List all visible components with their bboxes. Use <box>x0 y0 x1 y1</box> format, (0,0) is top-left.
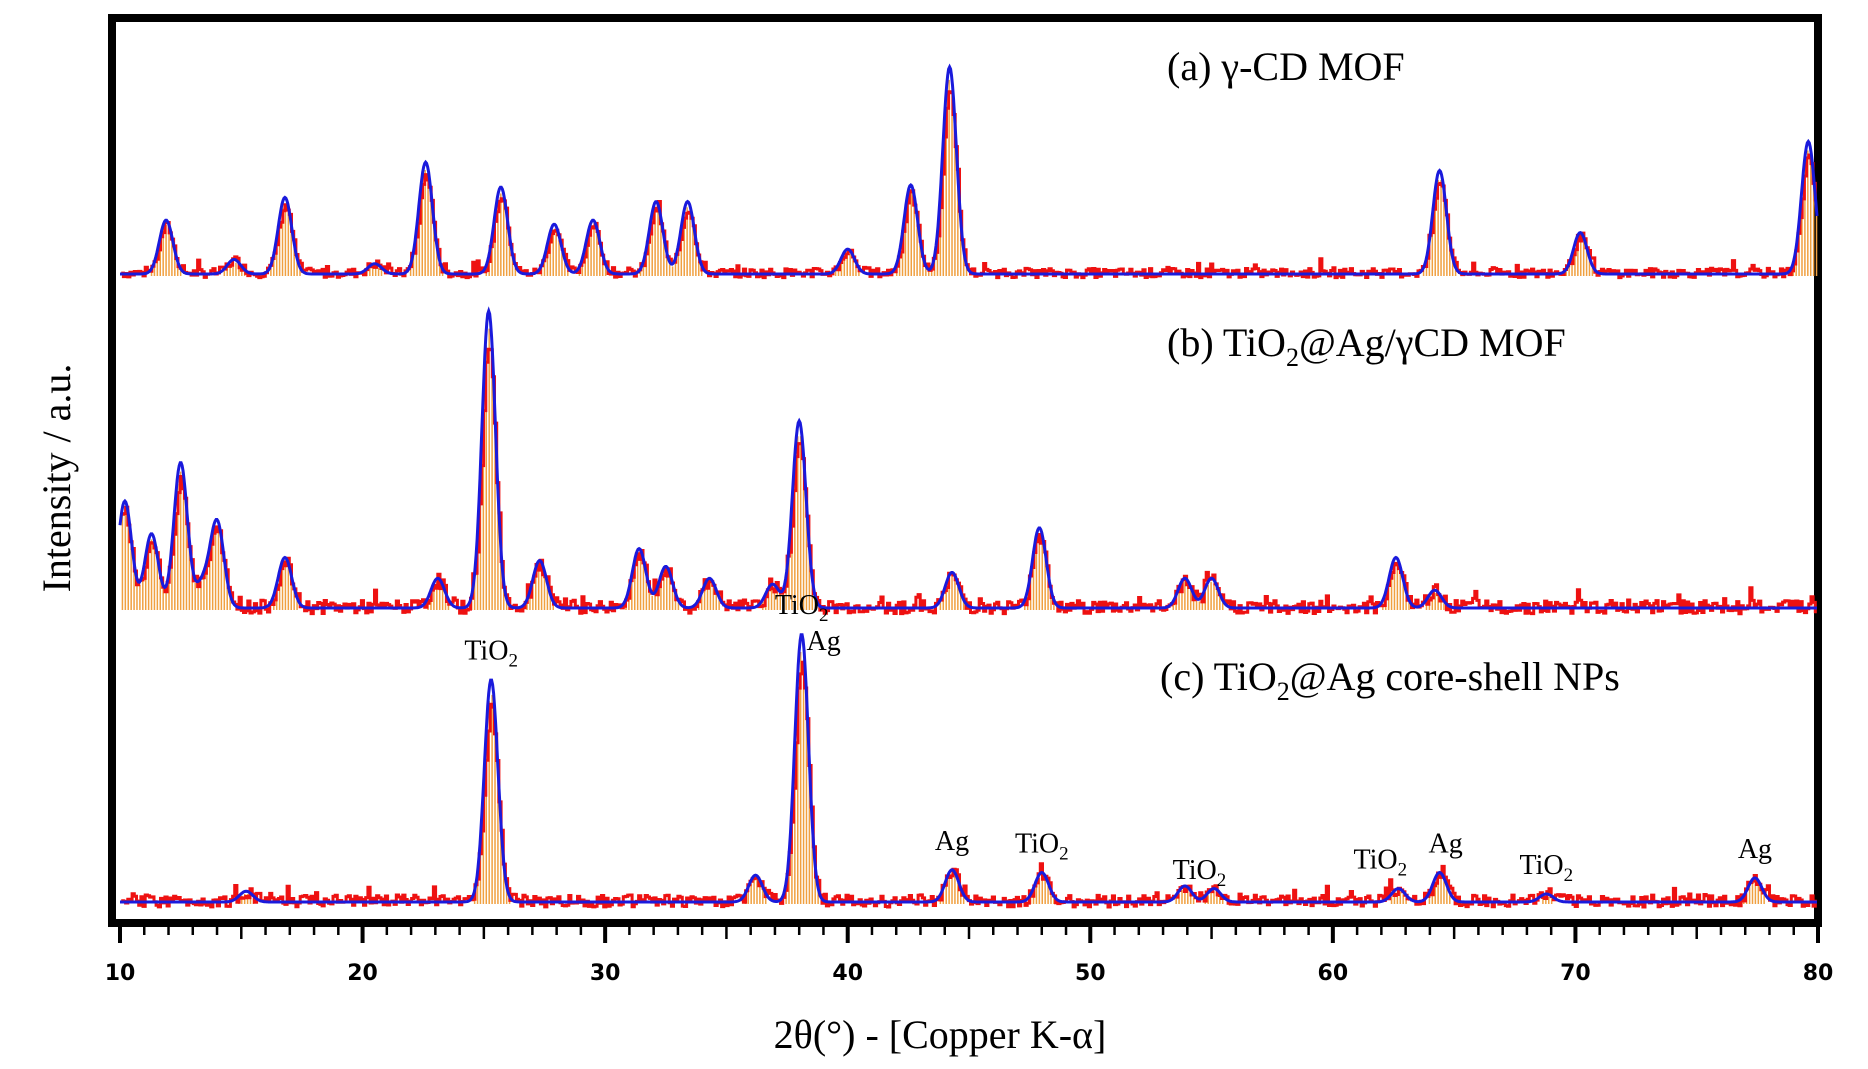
peak-label: Ag <box>807 626 841 657</box>
peak-label: TiO2 <box>1015 829 1069 865</box>
x-tick-label: 10 <box>105 961 136 986</box>
fit-series <box>120 63 1819 276</box>
panel-2: (b) TiO2@Ag/γCD MOF <box>118 306 1817 616</box>
panel-title: (a) γ-CD MOF <box>1167 44 1405 89</box>
peak-label: TiO2 <box>775 590 829 626</box>
plot-frame <box>108 14 1822 927</box>
stick-series <box>150 79 1818 276</box>
x-axis-label: 2θ(°) - [Copper K-α] <box>774 1012 1107 1057</box>
peak-label: TiO2 <box>1354 845 1408 881</box>
x-tick-label: 20 <box>347 961 378 986</box>
peak-label: Ag <box>1428 829 1462 860</box>
panel-title: (b) TiO2@Ag/γCD MOF <box>1167 320 1566 372</box>
measured-series <box>121 347 1817 616</box>
x-tick-label: 30 <box>590 961 621 986</box>
measured-series <box>121 90 1817 280</box>
peak-label: TiO2 <box>1520 850 1574 886</box>
panels-layer: (a) γ-CD MOF (b) TiO2@Ag/γCD MOF (c) TiO2@… <box>118 44 1819 909</box>
x-tick-label: 80 <box>1803 961 1834 986</box>
x-tick-label: 60 <box>1318 961 1349 986</box>
x-tick-label: 50 <box>1075 961 1106 986</box>
peak-label: TiO2 <box>1173 855 1227 891</box>
x-axis: 10 20 30 40 50 60 70 80 <box>105 927 1834 986</box>
panel-1: (a) γ-CD MOF <box>120 44 1819 280</box>
y-axis-label: Intensity / a.u. <box>34 364 79 593</box>
panel-title: (c) TiO2@Ag core-shell NPs <box>1160 654 1620 706</box>
peak-label: Ag <box>1738 834 1772 865</box>
peak-label: Ag <box>935 826 969 857</box>
fit-series <box>120 633 1817 904</box>
x-tick-label: 40 <box>832 961 863 986</box>
stick-series <box>121 328 1445 610</box>
x-tick-label: 70 <box>1560 961 1591 986</box>
peak-label: TiO2 <box>464 636 518 672</box>
fit-series <box>118 306 1817 610</box>
